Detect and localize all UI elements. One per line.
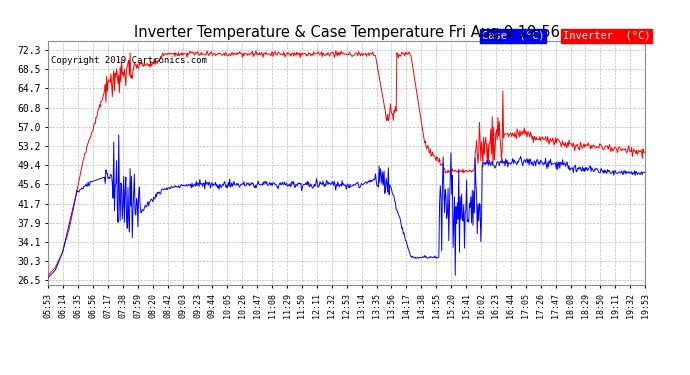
Title: Inverter Temperature & Case Temperature Fri Aug 9 19:56: Inverter Temperature & Case Temperature … <box>134 25 560 40</box>
Text: Inverter  (°C): Inverter (°C) <box>563 31 650 41</box>
Text: Copyright 2019 Cartronics.com: Copyright 2019 Cartronics.com <box>51 56 207 65</box>
Text: Case  (°C): Case (°C) <box>482 31 544 41</box>
